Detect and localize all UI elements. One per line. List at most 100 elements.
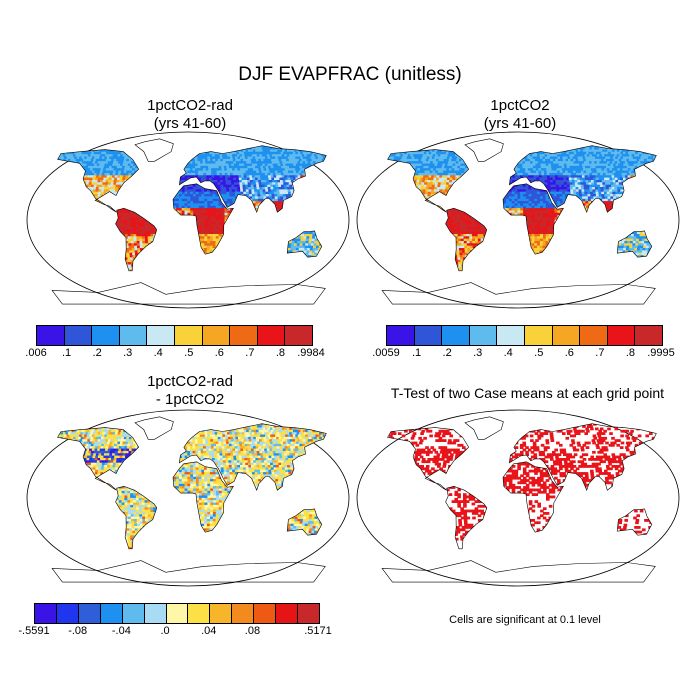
colorbar-swatch [257, 326, 286, 345]
colorbar-tick-label: -.04 [112, 625, 131, 637]
coastline [286, 508, 323, 536]
colorbar-swatch [552, 326, 581, 345]
coastline [179, 423, 327, 492]
colorbar-swatch [230, 326, 258, 345]
colorbar-swatch [254, 604, 277, 623]
panel-title-top-left: 1pctCO2-rad (yrs 41-60) [30, 97, 350, 133]
colorbar-tick-label: .1 [62, 347, 71, 359]
colorbar-tick-label: .0 [160, 625, 169, 637]
colorbar-swatch [78, 604, 101, 623]
colorbar-tick-label: -.08 [68, 625, 87, 637]
coastline [502, 183, 564, 255]
panel-title-bottom-left: 1pctCO2-rad - 1pctCO2 [30, 373, 350, 409]
colorbar-swatch [37, 326, 65, 345]
colorbar-swatch [144, 604, 167, 623]
colorbar-swatch [188, 604, 211, 623]
colorbar-swatch [442, 326, 470, 345]
colorbar-swatch [607, 326, 636, 345]
colorbar-tick-label: .8 [276, 347, 285, 359]
colorbar-swatch [276, 604, 299, 623]
colorbar-tick-label: .0059 [372, 347, 400, 359]
coastline [464, 138, 504, 162]
colorbar-swatch [35, 604, 57, 623]
map-panel-difference [26, 409, 350, 587]
panel-title-line: (yrs 41-60) [30, 115, 350, 133]
colorbar-tick-label: .9984 [297, 347, 325, 359]
panel-title-line: 1pctCO2 [360, 97, 680, 115]
colorbar-tick-label: .3 [473, 347, 482, 359]
colorbar-tick-label: .2 [93, 347, 102, 359]
map-panel-1pctco2-rad [26, 131, 350, 309]
coastline [172, 183, 234, 255]
colorbar-swatch [166, 604, 189, 623]
coastline [57, 427, 140, 491]
colorbar-bottom-left [34, 603, 320, 624]
colorbar-swatch [298, 604, 319, 623]
colorbar-labels-top-right: .0059 .1 .2 .3 .4 .5 .6 .7 .8 .9995 [372, 347, 675, 361]
panel-title-bottom-right: T-Test of two Case means at each grid po… [355, 384, 700, 402]
coastline [51, 282, 326, 305]
colorbar-top-left [36, 325, 313, 346]
coastline [445, 207, 488, 272]
coastline [464, 416, 504, 440]
colorbar-tick-label: .9995 [647, 347, 675, 359]
colorbar-swatch [174, 326, 203, 345]
map-panel-1pctco2 [356, 131, 680, 309]
colorbar-tick-label: .8 [626, 347, 635, 359]
coastline [509, 423, 657, 492]
coastline [616, 230, 653, 258]
colorbar-tick-label: .4 [154, 347, 163, 359]
panel-title-line: 1pctCO2-rad [30, 373, 350, 391]
colorbar-swatch [469, 326, 498, 345]
colorbar-tick-label: .08 [245, 625, 260, 637]
coastline [57, 149, 140, 213]
figure-title: DJF EVAPFRAC (unitless) [0, 64, 700, 86]
colorbar-top-right [386, 325, 663, 346]
coastline [179, 145, 327, 214]
colorbar-tick-label: .04 [201, 625, 216, 637]
colorbar-tick-label: -.5591 [18, 625, 49, 637]
colorbar-tick-label: .6 [565, 347, 574, 359]
colorbar-swatch [285, 326, 312, 345]
colorbar-labels-bottom-left: -.5591 -.08 -.04 .0 .04 .08 .5171 [18, 625, 331, 639]
coastline [134, 416, 174, 440]
colorbar-swatch [119, 326, 148, 345]
colorbar-tick-label: .006 [25, 347, 46, 359]
coastline [387, 149, 470, 213]
panel-title-top-right: 1pctCO2 (yrs 41-60) [360, 97, 680, 133]
coastline [115, 207, 158, 272]
colorbar-tick-label: .6 [215, 347, 224, 359]
coastline [115, 485, 158, 550]
colorbar-swatch [202, 326, 231, 345]
coastline [172, 461, 234, 533]
colorbar-swatch [497, 326, 525, 345]
colorbar-swatch [100, 604, 123, 623]
colorbar-labels-top-left: .006 .1 .2 .3 .4 .5 .6 .7 .8 .9984 [25, 347, 324, 361]
colorbar-tick-label: .5171 [304, 625, 332, 637]
coastline [387, 427, 470, 491]
colorbar-tick-label: .3 [123, 347, 132, 359]
colorbar-swatch [232, 604, 255, 623]
coastline [509, 145, 657, 214]
coastline [381, 560, 656, 583]
colorbar-swatch [56, 604, 79, 623]
colorbar-swatch [210, 604, 233, 623]
coastline [502, 461, 564, 533]
colorbar-tick-label: .7 [595, 347, 604, 359]
coastline [616, 508, 653, 536]
colorbar-tick-label: .1 [412, 347, 421, 359]
coastline [134, 138, 174, 162]
coastline [286, 230, 323, 258]
colorbar-swatch [414, 326, 443, 345]
colorbar-swatch [580, 326, 608, 345]
colorbar-tick-label: .7 [245, 347, 254, 359]
colorbar-swatch [147, 326, 175, 345]
colorbar-swatch [64, 326, 93, 345]
map-panel-ttest [356, 409, 680, 587]
colorbar-tick-label: .5 [184, 347, 193, 359]
panel-title-line: (yrs 41-60) [360, 115, 680, 133]
panel-title-line: - 1pctCO2 [30, 391, 350, 409]
colorbar-swatch [524, 326, 553, 345]
colorbar-swatch [635, 326, 662, 345]
panel-title-line: T-Test of two Case means at each grid po… [355, 384, 700, 402]
